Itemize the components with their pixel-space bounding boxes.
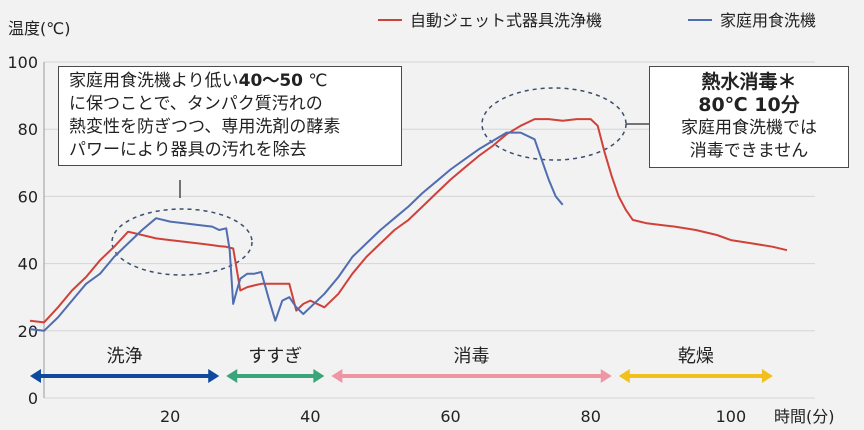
disinfect-annotation-box: 熱水消毒＊ 80℃ 10分 家庭用食洗機では 消毒できません bbox=[649, 66, 849, 168]
legend-label-home: 家庭用食洗機 bbox=[720, 11, 816, 30]
wash-note-line4: パワーにより器具の汚れを除去 bbox=[69, 140, 307, 160]
y-tick-40: 40 bbox=[18, 255, 38, 274]
x-tick-40: 40 bbox=[300, 407, 320, 426]
y-tick-20: 20 bbox=[18, 322, 38, 341]
phase-arrow-head-right-3 bbox=[761, 369, 773, 383]
phase-arrow-head-left-2 bbox=[331, 369, 343, 383]
phase-arrow-head-right-2 bbox=[600, 369, 612, 383]
x-tick-60: 60 bbox=[440, 407, 460, 426]
wash-highlight-ellipse bbox=[111, 208, 253, 276]
legend: 自動ジェット式器具洗浄機 家庭用食洗機 bbox=[378, 11, 816, 30]
x-tick-labels: 20 40 60 80 100 bbox=[160, 407, 746, 426]
y-tick-60: 60 bbox=[18, 187, 38, 206]
x-axis-title: 時間(分) bbox=[774, 407, 835, 426]
y-tick-80: 80 bbox=[18, 120, 38, 139]
phase-arrow-head-left-0 bbox=[29, 369, 41, 383]
y-axis-title: 温度(℃) bbox=[8, 19, 70, 38]
x-tick-80: 80 bbox=[581, 407, 601, 426]
phase-arrow-head-left-1 bbox=[226, 369, 238, 383]
phase-label-2: 消毒 bbox=[454, 346, 490, 367]
phase-label-1: すすぎ bbox=[248, 346, 302, 367]
y-tick-0: 0 bbox=[28, 389, 38, 408]
series-lines bbox=[29, 118, 788, 332]
series-line-0 bbox=[29, 118, 788, 324]
disinfect-note-header2: 80℃ 10分 bbox=[698, 94, 800, 116]
phase-arrow-head-left-3 bbox=[618, 369, 630, 383]
y-tick-100: 100 bbox=[7, 53, 38, 72]
disinfect-note-line2: 消毒できません bbox=[689, 141, 809, 161]
phase-label-3: 乾燥 bbox=[678, 346, 714, 367]
phase-arrows: 洗浄 すすぎ 消毒 乾燥 bbox=[29, 346, 773, 383]
phase-arrow-head-right-0 bbox=[208, 369, 220, 383]
series-line-1 bbox=[29, 131, 564, 332]
disinfect-note-line1: 家庭用食洗機では bbox=[681, 118, 817, 138]
x-tick-20: 20 bbox=[160, 407, 180, 426]
wash-note-line1: 家庭用食洗機より低い40～50 ℃ bbox=[69, 71, 328, 91]
y-tick-labels: 0 20 40 60 80 100 bbox=[7, 53, 38, 408]
wash-note-line2: に保つことで、タンパク質汚れの bbox=[69, 94, 323, 114]
disinfect-note-header1: 熱水消毒＊ bbox=[701, 71, 797, 93]
phase-label-0: 洗浄 bbox=[107, 346, 143, 367]
legend-label-jet: 自動ジェット式器具洗浄機 bbox=[410, 11, 602, 30]
wash-note-line3: 熱変性を防ぎつつ、専用洗剤の酵素 bbox=[69, 117, 341, 137]
phase-arrow-head-right-1 bbox=[313, 369, 325, 383]
x-tick-100: 100 bbox=[716, 407, 747, 426]
wash-annotation-box: 家庭用食洗機より低い40～50 ℃ に保つことで、タンパク質汚れの 熱変性を防ぎ… bbox=[58, 66, 402, 166]
